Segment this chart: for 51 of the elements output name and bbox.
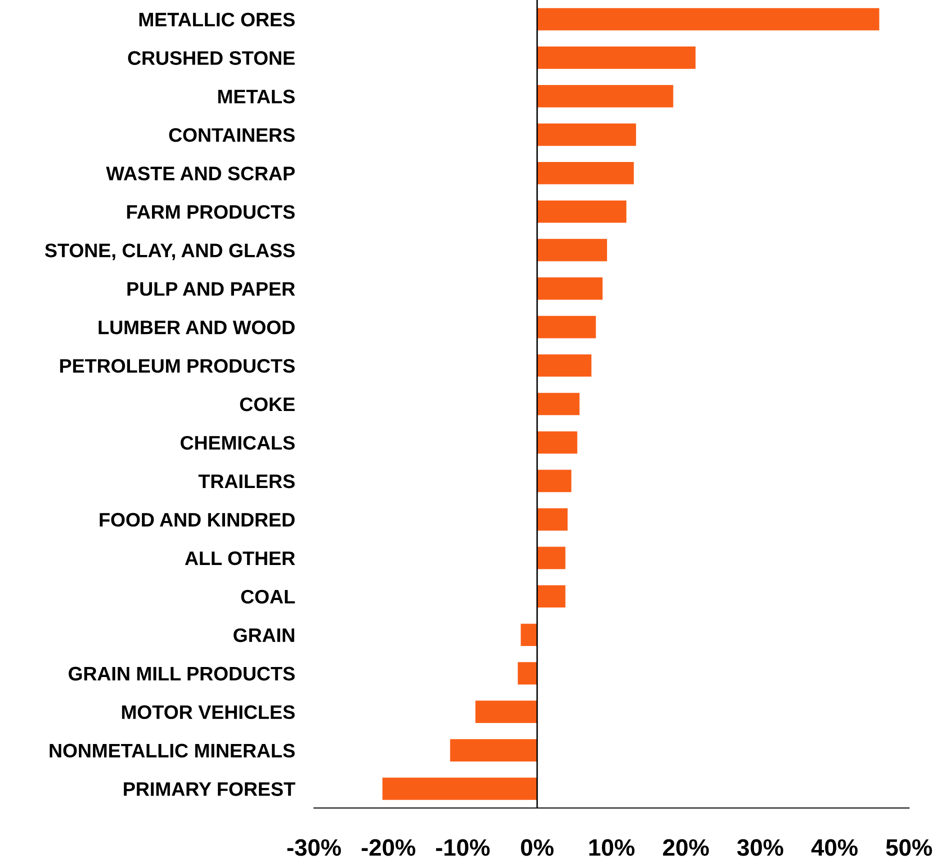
y-tick-label: PRIMARY FOREST (124, 782, 296, 796)
y-tick-label: NONMETALLIC MINERALS (50, 744, 295, 758)
bar (537, 46, 696, 69)
bar (537, 470, 572, 492)
bar (537, 508, 568, 531)
bar (537, 546, 566, 570)
x-tick-label: 0% (520, 839, 554, 856)
y-tick-label: WASTE AND SCRAP (106, 166, 295, 180)
y-tick-label: FARM PRODUCTS (127, 205, 295, 219)
y-tick-label: GRAIN MILL PRODUCTS (68, 666, 295, 681)
y-tick-label: CONTAINERS (169, 128, 295, 142)
bar (382, 778, 538, 800)
y-tick-label: STONE, CLAY, AND GLASS (44, 244, 295, 260)
y-tick-label: MOTOR VEHICLES (122, 705, 295, 720)
bar (450, 739, 538, 762)
y-tick-label: METALLIC ORES (139, 12, 295, 26)
bar (537, 277, 603, 300)
x-tick-label: 40% (811, 839, 858, 856)
x-tick-label: -30% (287, 839, 341, 856)
x-tick-label: 10% (589, 839, 635, 856)
bar (537, 431, 578, 454)
y-tick-label: CHEMICALS (180, 436, 295, 450)
y-tick-label: LUMBER AND WOOD (98, 320, 295, 334)
y-tick-label: TRAILERS (198, 474, 295, 488)
bar (537, 200, 626, 223)
y-tick-label: COKE (240, 397, 295, 412)
bar (537, 354, 592, 377)
bar (518, 662, 538, 684)
y-tick-label: GRAIN (234, 628, 294, 642)
bar (537, 85, 674, 108)
bar (537, 585, 566, 608)
x-tick-label: -10% (436, 839, 490, 856)
y-tick-label: METALS (218, 90, 295, 104)
y-tick-label: FOOD AND KINDRED (100, 512, 295, 527)
x-tick-label: 20% (663, 839, 709, 856)
bar (520, 624, 538, 646)
y-tick-label: PETROLEUM PRODUCTS (60, 358, 295, 373)
y-tick-label: CRUSHED STONE (128, 51, 295, 65)
y-tick-label: ALL OTHER (185, 551, 296, 566)
y-tick-label: PULP AND PAPER (127, 282, 296, 296)
bar (537, 8, 880, 30)
x-tick-label: 30% (737, 839, 784, 856)
x-tick-label: 50% (886, 839, 932, 856)
bar (475, 700, 538, 723)
bar (537, 392, 580, 416)
bar (537, 124, 636, 146)
x-tick-label: -20% (362, 839, 416, 856)
bar (537, 316, 596, 338)
y-tick-label: COAL (241, 590, 295, 604)
bar (537, 162, 634, 184)
bar (537, 238, 608, 262)
